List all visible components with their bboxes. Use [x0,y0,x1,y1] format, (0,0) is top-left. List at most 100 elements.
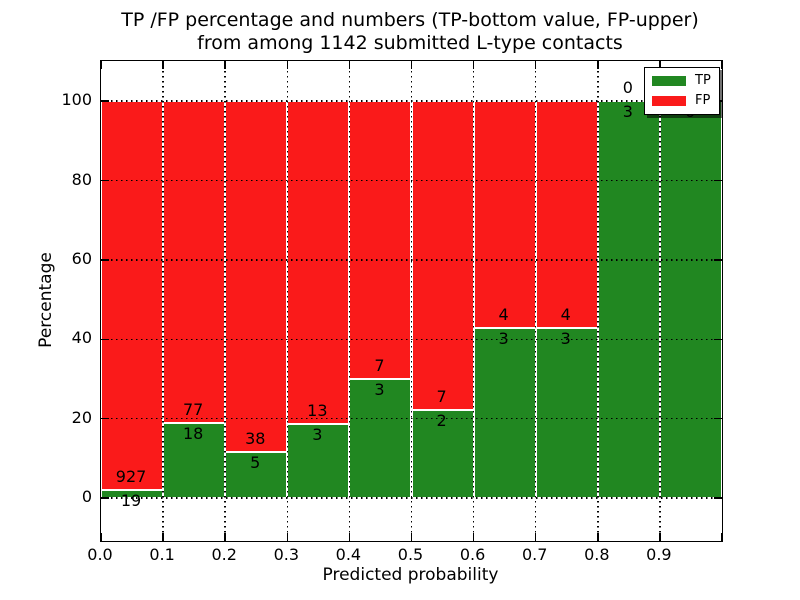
gridline-vertical [659,61,661,541]
y-axis-tick [101,179,109,182]
gridline-horizontal [101,259,722,261]
legend-item-label: TP [695,73,711,88]
x-axis-tick-top [721,61,723,69]
x-tick-label: 0.9 [646,545,672,564]
x-axis-tick [348,533,351,541]
x-axis-tick [162,533,164,541]
x-tick-label: 0.7 [521,545,548,564]
x-axis-tick-top [224,61,226,69]
x-axis-tick [721,533,723,541]
y-axis-tick-right [714,259,722,261]
fp-count-label: 4 [560,304,571,324]
fp-count-label: 927 [115,467,147,487]
bar-fp-segment [101,101,164,491]
x-axis-tick [534,533,537,541]
x-axis-tick-top [348,61,351,69]
x-axis-tick-top [659,61,661,69]
gridline-vertical [534,61,537,541]
gridline-horizontal [101,338,722,341]
y-tick-label: 40 [71,328,92,348]
x-tick-label: 0.3 [273,545,300,564]
gridline-vertical [410,61,413,541]
tp-count-label: 3 [374,380,385,399]
y-axis-tick-right [714,338,722,341]
bar-tp-segment [473,327,536,499]
bar-tp-segment [597,101,660,499]
y-tick-label: 0 [81,487,92,507]
tp-count-label: 3 [312,424,323,444]
legend: TP FP [644,67,720,115]
x-axis-label: Predicted probability [322,565,499,585]
fp-count-label: 4 [498,304,509,324]
tp-legend-swatch [652,76,686,86]
fp-legend-swatch [652,96,686,106]
x-axis-tick [472,533,475,541]
gridline-horizontal [101,497,722,499]
legend-item-label: FP [695,93,711,108]
x-tick-label: 0.4 [335,545,362,564]
x-axis-tick [100,533,102,541]
bar-fp-segment [287,101,350,424]
fp-count-label: 0 [622,78,633,98]
tp-count-label: 3 [622,102,633,122]
plot-area: TP FP [100,60,723,542]
gridline-vertical [348,61,351,541]
bar-fp-segment [225,101,288,452]
y-tick-label: 60 [71,248,92,268]
x-axis-tick [286,533,289,541]
gridline-horizontal [101,417,722,420]
y-axis-tick [101,259,109,261]
tp-count-label: 2 [436,410,447,430]
x-axis-tick-top [100,61,102,69]
fp-count-label: 77 [182,399,204,419]
x-tick-label: 0.0 [87,545,113,564]
bar-tp-segment [535,327,598,499]
gridline-vertical [162,61,164,541]
x-tick-label: 0.8 [584,545,610,564]
chart-title: TP /FP percentage and numbers (TP-bottom… [110,9,710,55]
fp-count-label: 13 [307,400,328,420]
y-axis-tick [101,497,109,499]
x-tick-label: 0.2 [211,545,237,564]
gridline-horizontal [101,179,722,182]
legend-item: FP [652,94,712,108]
fp-count-label: 7 [374,356,385,375]
gridline-horizontal [101,100,722,102]
bar-fp-segment [535,101,598,328]
x-tick-label: 0.5 [397,545,424,564]
x-axis-tick-top [534,61,537,69]
x-axis-tick [224,533,226,541]
tp-count-label: 18 [182,423,204,443]
y-tick-label: 100 [61,90,92,110]
chart-title-line1: TP /FP percentage and numbers (TP-bottom… [121,9,699,31]
tp-count-label: 19 [120,491,142,511]
x-axis-tick [597,533,599,541]
gridline-vertical [472,61,475,541]
gridline-vertical [224,61,226,541]
bar-fp-segment [163,101,226,423]
bar-fp-segment [411,101,474,410]
tp-count-label: 3 [498,328,509,348]
tp-count-label: 5 [250,452,261,472]
y-tick-label: 20 [71,407,92,427]
bar-fp-segment [349,101,412,379]
x-tick-label: 0.1 [149,545,175,564]
y-tick-label: 80 [71,169,92,189]
gridline-vertical [597,61,599,541]
x-axis-tick-top [162,61,164,69]
x-axis-tick-top [597,61,599,69]
fp-count-label: 38 [245,428,266,448]
y-axis-tick [101,338,109,341]
x-axis-tick-top [410,61,413,69]
x-tick-label: 0.6 [459,545,486,564]
x-axis-tick [659,533,661,541]
y-axis-tick-right [714,417,722,420]
chart-title-line2: from among 1142 submitted L-type contact… [197,32,623,54]
bar-fp-segment [473,101,536,328]
fp-count-label: 7 [436,386,447,406]
bar-tp-segment [659,101,722,499]
legend-item: TP [652,74,712,88]
gridline-vertical [286,61,289,541]
y-axis-tick [101,100,109,102]
